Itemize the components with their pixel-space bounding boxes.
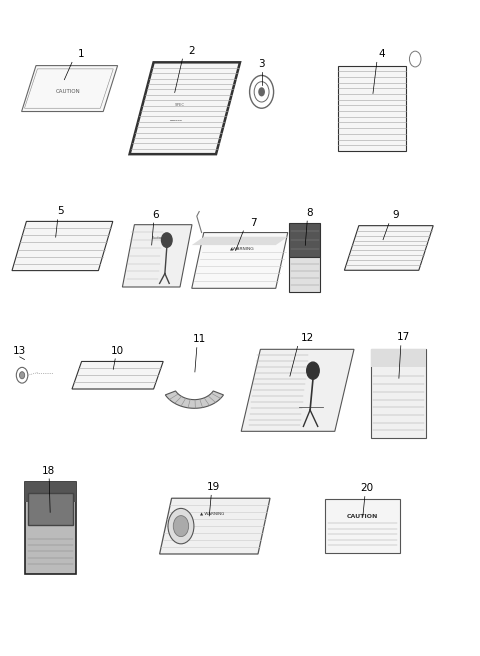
Text: 11: 11 [192, 335, 206, 344]
Text: 2: 2 [189, 46, 195, 56]
Text: CAUTION: CAUTION [347, 514, 378, 519]
Text: 12: 12 [300, 333, 314, 343]
Polygon shape [338, 66, 406, 151]
Bar [25, 482, 76, 502]
Text: 1: 1 [78, 49, 85, 59]
Polygon shape [72, 361, 163, 389]
Text: 3: 3 [258, 59, 265, 69]
Bar [371, 349, 426, 438]
Text: 7: 7 [250, 218, 256, 228]
Text: 20: 20 [360, 483, 374, 493]
Text: 18: 18 [41, 466, 55, 476]
Polygon shape [192, 233, 288, 289]
Text: 19: 19 [207, 482, 220, 492]
Text: ▲ WARNING: ▲ WARNING [200, 512, 225, 516]
Polygon shape [345, 226, 433, 270]
Text: 5: 5 [57, 207, 63, 216]
Circle shape [258, 87, 265, 96]
Text: SPEC: SPEC [175, 103, 185, 107]
Text: 10: 10 [111, 346, 124, 356]
Circle shape [168, 508, 194, 544]
Polygon shape [159, 499, 270, 554]
Text: 9: 9 [393, 211, 399, 220]
Polygon shape [192, 237, 288, 245]
Polygon shape [165, 391, 224, 408]
Polygon shape [122, 224, 192, 287]
Polygon shape [22, 66, 118, 112]
Text: 6: 6 [153, 210, 159, 220]
Circle shape [20, 372, 24, 379]
Polygon shape [130, 62, 240, 154]
Text: CAUTION: CAUTION [56, 89, 81, 94]
Bar [25, 482, 76, 574]
Circle shape [173, 516, 189, 537]
Bar [325, 499, 399, 553]
Circle shape [161, 233, 172, 247]
Text: 13: 13 [13, 346, 26, 356]
Polygon shape [12, 222, 113, 270]
Text: 8: 8 [306, 208, 313, 218]
Bar [371, 349, 426, 367]
Bar [28, 493, 73, 525]
Text: 17: 17 [396, 333, 410, 342]
Text: ━━━━━━: ━━━━━━ [169, 119, 181, 123]
Bar [289, 222, 321, 257]
Text: Caution: Caution [152, 236, 163, 240]
Text: ▲WARNING: ▲WARNING [230, 246, 254, 250]
Circle shape [307, 362, 319, 379]
Polygon shape [241, 349, 354, 432]
Text: 4: 4 [378, 49, 385, 59]
Bar [289, 257, 321, 291]
